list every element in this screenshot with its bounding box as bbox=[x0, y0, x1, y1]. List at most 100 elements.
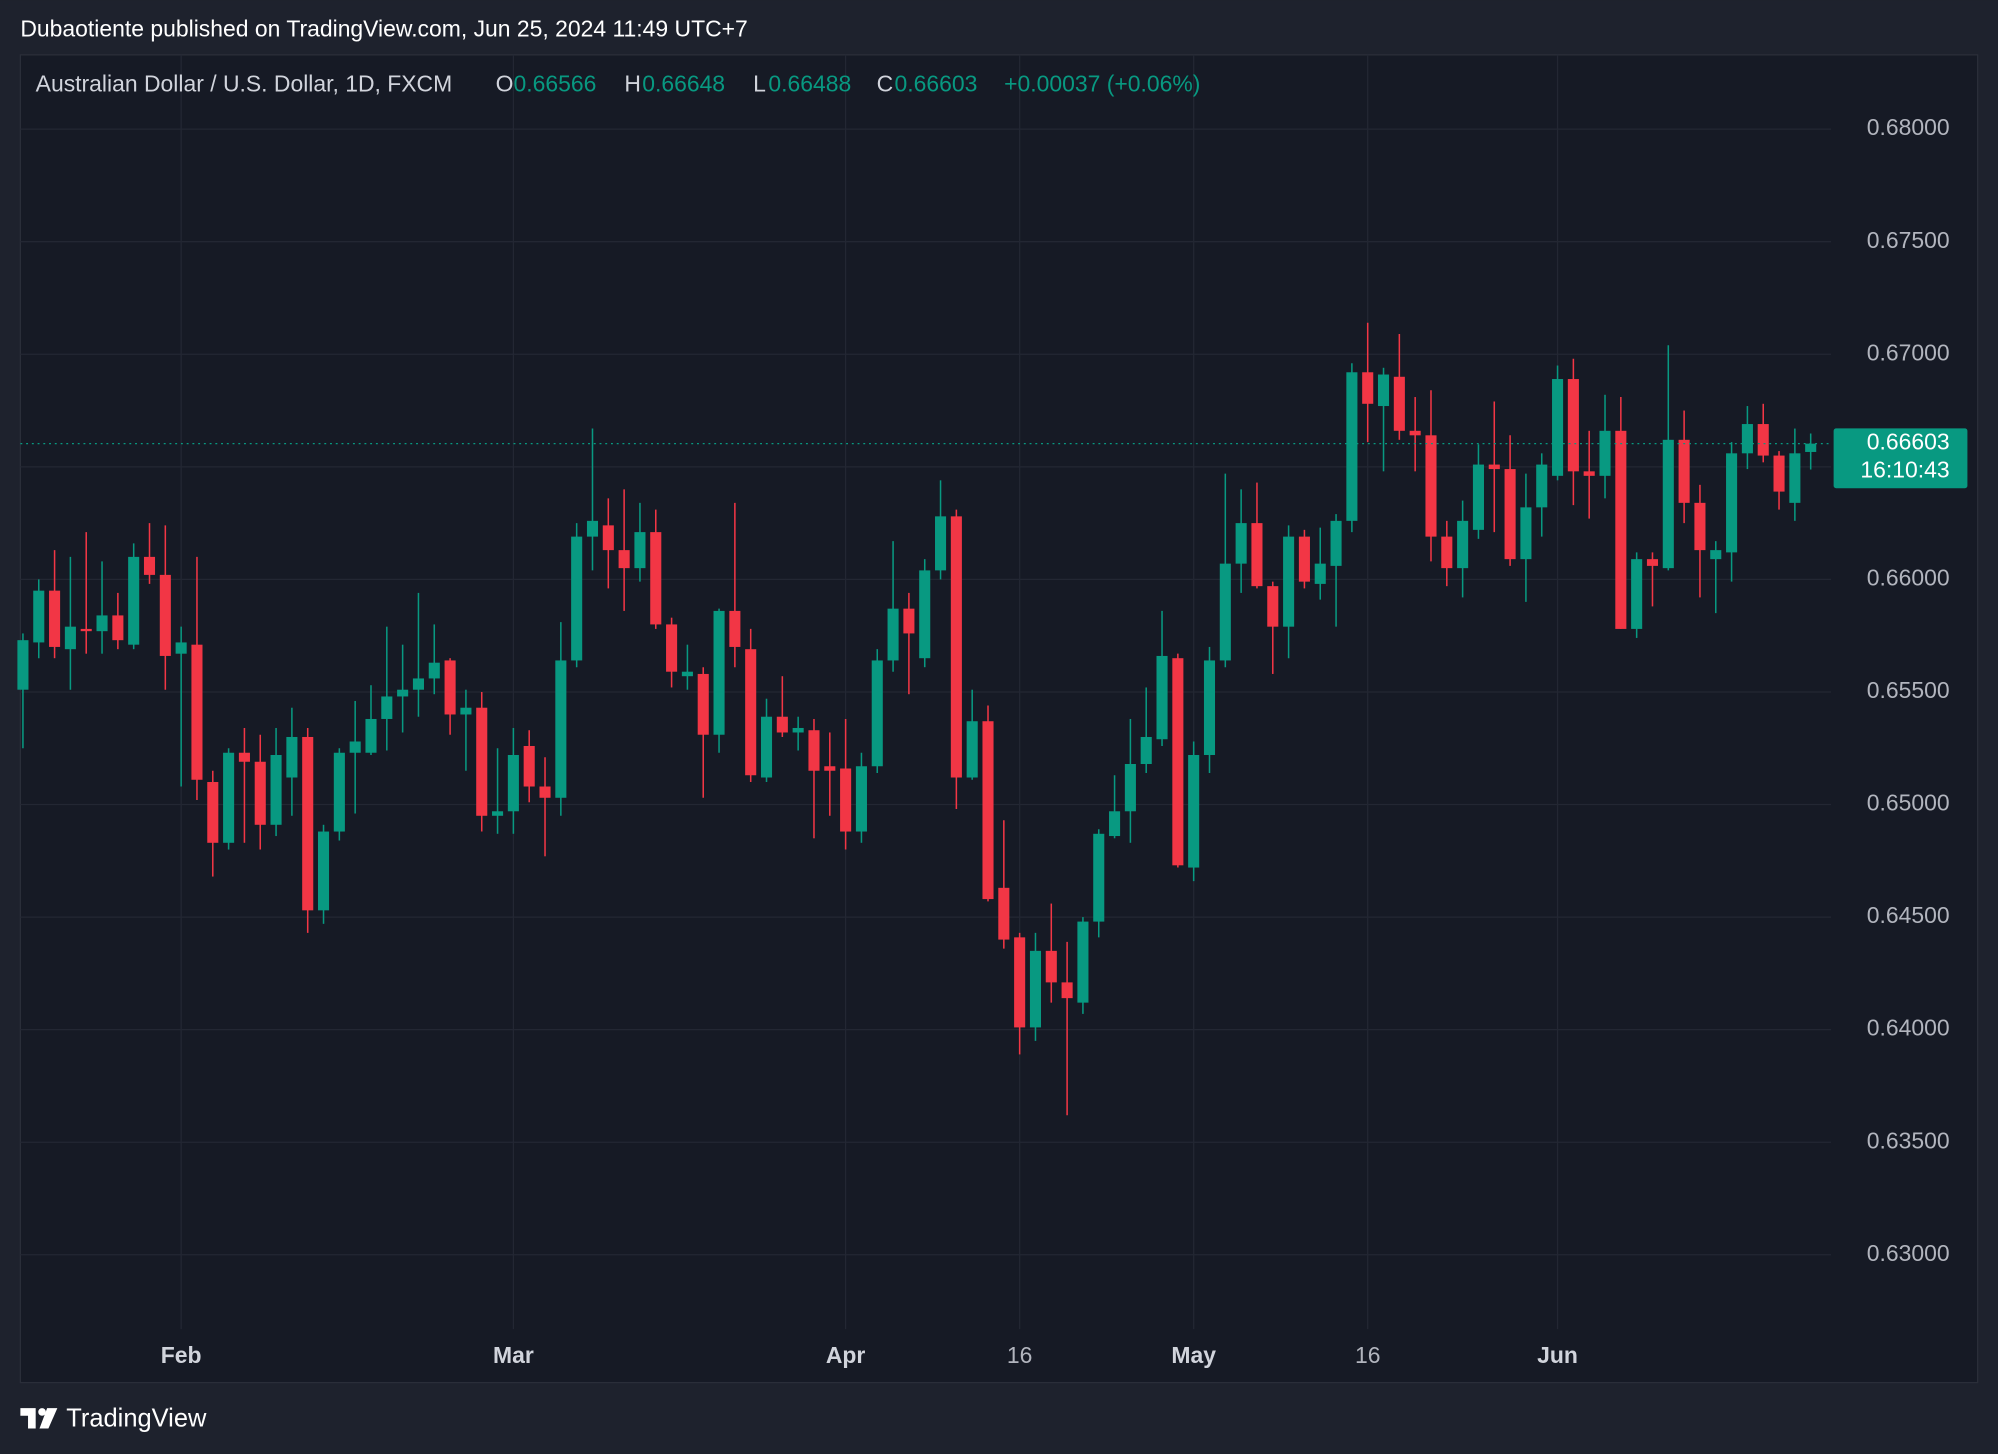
candle-body bbox=[1061, 982, 1073, 999]
x-tick-label: May bbox=[1171, 1342, 1216, 1368]
candle-body bbox=[855, 766, 867, 832]
candle-body bbox=[444, 660, 456, 715]
candle-body bbox=[1140, 736, 1152, 765]
change: +0.00037 (+0.06%) bbox=[1004, 70, 1200, 96]
logo-dot bbox=[38, 1408, 46, 1416]
candle-body bbox=[492, 811, 504, 816]
candle-body bbox=[1045, 950, 1057, 983]
candle-body bbox=[1409, 430, 1421, 436]
candle-body bbox=[887, 608, 899, 661]
candle-body bbox=[1789, 453, 1801, 503]
ohlc-key: O bbox=[496, 70, 514, 96]
candle-body bbox=[175, 642, 187, 654]
candle-body bbox=[697, 673, 709, 735]
candle-body bbox=[1615, 430, 1627, 629]
ohlc-value: 0.66566 bbox=[514, 70, 597, 96]
candle-body bbox=[1203, 660, 1216, 755]
chart-pane bbox=[19, 54, 1979, 1384]
candle-body bbox=[238, 752, 250, 762]
ohlc-key: C bbox=[877, 70, 894, 96]
candle-body bbox=[935, 516, 947, 571]
candle-body bbox=[1298, 536, 1310, 582]
candle-body bbox=[333, 752, 345, 832]
candle-body bbox=[1441, 536, 1453, 569]
candle-body bbox=[618, 550, 630, 569]
price-badge bbox=[1833, 428, 1968, 489]
candle-body bbox=[713, 610, 725, 735]
candle-body bbox=[1694, 502, 1706, 551]
candle-body bbox=[1726, 453, 1738, 553]
candle-body bbox=[998, 887, 1010, 940]
candle-body bbox=[776, 716, 788, 733]
candle-body bbox=[1093, 833, 1105, 922]
candle-body bbox=[1567, 379, 1579, 472]
candle-body bbox=[1156, 655, 1168, 740]
candle-body bbox=[555, 660, 567, 798]
candle-body bbox=[286, 736, 298, 778]
ohlc-key: L bbox=[753, 70, 766, 96]
candle-body bbox=[159, 574, 171, 656]
candle-body bbox=[223, 752, 235, 843]
candle-body bbox=[1583, 471, 1595, 476]
brand: TradingView bbox=[66, 1404, 207, 1432]
candle-body bbox=[1631, 559, 1643, 629]
candle-body bbox=[381, 696, 393, 719]
candle-body bbox=[143, 556, 156, 575]
price-badge-value: 0.66603 bbox=[1867, 429, 1950, 455]
candle-body bbox=[871, 660, 883, 767]
ohlc-value: 0.66488 bbox=[768, 70, 851, 96]
y-tick-label: 0.63500 bbox=[1867, 1127, 1950, 1153]
candle-body bbox=[428, 662, 440, 679]
candle-body bbox=[1425, 435, 1437, 537]
candle-body bbox=[1520, 507, 1532, 560]
ohlc-key: H bbox=[624, 70, 641, 96]
candle-body bbox=[254, 761, 266, 825]
candle-body bbox=[523, 745, 535, 787]
x-tick-label: 16 bbox=[1007, 1342, 1033, 1368]
y-tick-label: 0.67500 bbox=[1867, 227, 1950, 253]
y-tick-label: 0.63000 bbox=[1867, 1240, 1950, 1266]
symbol-title: Australian Dollar / U.S. Dollar, 1D, FXC… bbox=[36, 70, 453, 96]
candle-body bbox=[1314, 563, 1326, 584]
candle-body bbox=[919, 570, 931, 659]
x-tick-label: Feb bbox=[161, 1342, 202, 1368]
price-badge-countdown: 16:10:43 bbox=[1860, 457, 1949, 483]
candle-body bbox=[1646, 559, 1659, 566]
candle-body bbox=[207, 782, 219, 843]
candle-body bbox=[1536, 464, 1548, 508]
candle-body bbox=[1283, 536, 1295, 627]
candle-body bbox=[1488, 464, 1500, 470]
candle-body bbox=[681, 671, 693, 677]
y-tick-label: 0.65000 bbox=[1867, 790, 1950, 816]
candle-body bbox=[270, 754, 282, 825]
candle-body bbox=[1741, 424, 1753, 454]
candle-body bbox=[1393, 376, 1405, 431]
candle-body bbox=[1773, 455, 1785, 492]
candle-body bbox=[302, 736, 314, 911]
candle-body bbox=[96, 615, 108, 632]
publish-note: Dubaotiente published on TradingView.com… bbox=[20, 16, 747, 42]
candle-body bbox=[1029, 950, 1042, 1028]
candle-body bbox=[586, 520, 599, 537]
x-tick-label: Jun bbox=[1537, 1342, 1578, 1368]
candle-body bbox=[982, 721, 994, 900]
candle-body bbox=[650, 532, 662, 625]
candle-body bbox=[1710, 550, 1722, 560]
candle-body bbox=[840, 768, 852, 832]
x-tick-label: Apr bbox=[826, 1342, 866, 1368]
candle-body bbox=[1472, 464, 1484, 530]
candle-body bbox=[602, 525, 614, 551]
candle-body bbox=[634, 532, 646, 569]
candle-body bbox=[666, 624, 678, 672]
candle-body bbox=[1219, 563, 1231, 661]
candle-body bbox=[1805, 443, 1817, 452]
candle-body bbox=[1662, 439, 1674, 569]
candle-body bbox=[1552, 379, 1564, 476]
candle-body bbox=[729, 610, 741, 647]
x-tick-label: 16 bbox=[1355, 1342, 1380, 1368]
candle-body bbox=[792, 727, 804, 733]
y-tick-label: 0.64000 bbox=[1867, 1015, 1950, 1041]
candle-body bbox=[476, 707, 488, 816]
